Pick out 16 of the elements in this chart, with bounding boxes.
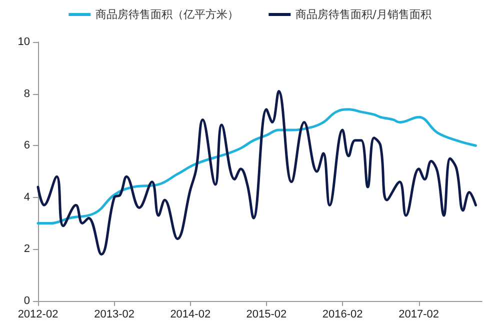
legend-label: 商品房待售面积（亿平方米） <box>96 8 239 21</box>
x-tick-label: 2016-02 <box>322 308 363 320</box>
x-tick-label: 2017-02 <box>398 308 440 320</box>
legend-label: 商品房待售面积/月销售面积 <box>296 8 432 21</box>
x-tick-label: 2015-02 <box>246 308 287 320</box>
x-tick-label: 2013-02 <box>94 308 134 320</box>
y-tick-label: 0 <box>24 295 30 307</box>
y-tick-label: 8 <box>24 88 30 100</box>
x-tick-label: 2014-02 <box>170 308 211 320</box>
y-tick-label: 4 <box>24 191 30 204</box>
y-tick-label: 2 <box>24 243 30 256</box>
y-tick-label: 6 <box>24 140 30 152</box>
y-tick-label: 10 <box>18 36 30 48</box>
line-series <box>36 108 477 225</box>
line-series <box>36 90 477 256</box>
x-tick-label: 2012-02 <box>18 308 58 320</box>
